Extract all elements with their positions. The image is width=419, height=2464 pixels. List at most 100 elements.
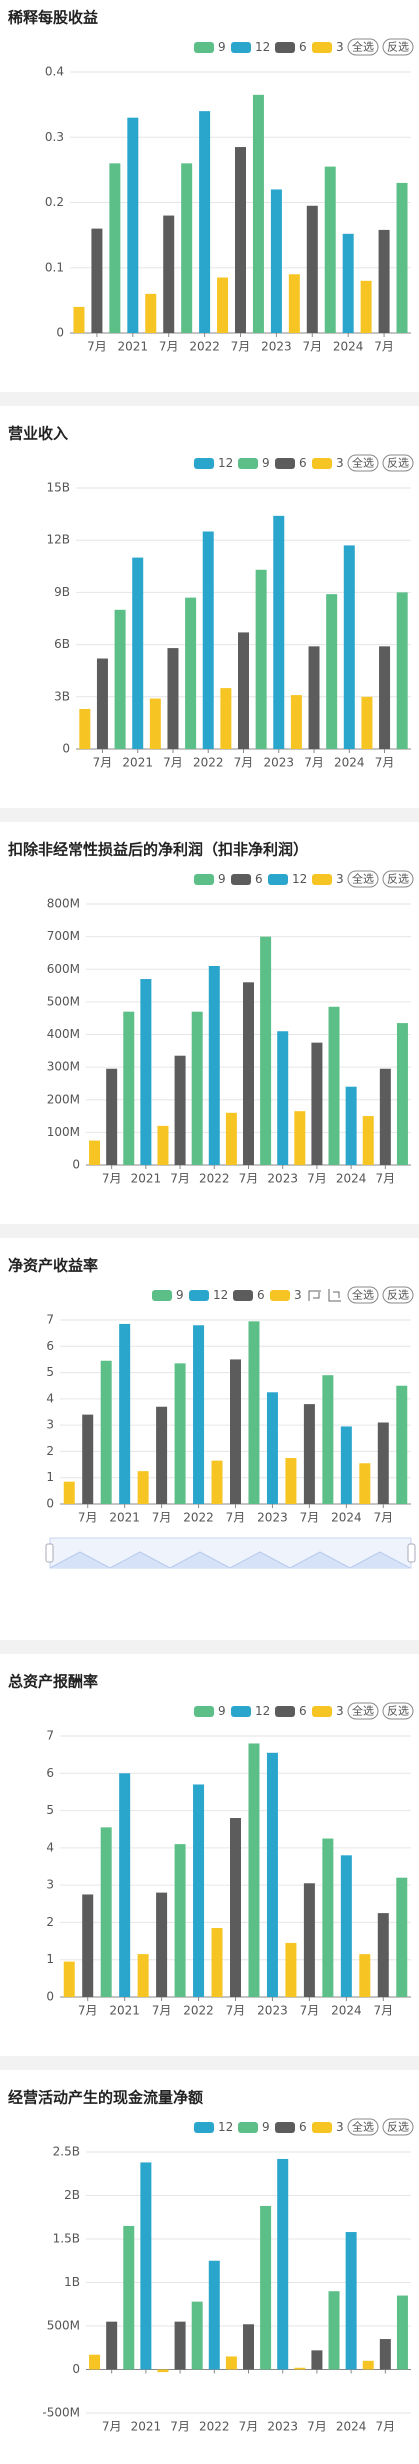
legend-label[interactable]: 3 [336,872,344,886]
bar [191,1011,203,1165]
bar [328,2291,340,2370]
legend-button[interactable] [382,1286,414,1304]
x-tick-label: 2024 [333,340,364,354]
legend-button-label[interactable]: 全选 [352,456,374,470]
y-tick-label: 7 [46,1729,54,1743]
legend-swatch[interactable] [231,42,251,53]
legend-label[interactable]: 6 [299,40,307,54]
bar [137,1471,149,1504]
legend-button-label[interactable]: 反选 [387,1705,409,1718]
legend-label[interactable]: 9 [262,456,270,470]
x-tick-label: 2024 [331,1511,362,1525]
bar [342,233,354,333]
legend-swatch[interactable] [194,1706,214,1717]
y-tick-label: 500M [47,994,80,1008]
legend-swatch[interactable] [194,42,214,53]
legend-swatch[interactable] [231,874,251,885]
legend-swatch[interactable] [189,1290,209,1301]
legend-swatch[interactable] [312,2122,332,2133]
legend-button-label[interactable]: 全选 [352,2120,374,2134]
legend-button[interactable] [382,38,414,56]
legend-button[interactable] [382,454,414,472]
legend-button-label[interactable]: 反选 [387,457,409,470]
legend-label[interactable]: 9 [262,2120,270,2134]
legend-swatch[interactable] [238,2122,258,2133]
legend-label[interactable]: 9 [218,1704,226,1718]
legend-label[interactable]: 9 [218,872,226,886]
legend-button[interactable] [382,870,414,888]
y-tick-label: 12B [46,533,70,547]
legend-swatch[interactable] [312,1706,332,1717]
legend-button[interactable] [347,2118,379,2136]
legend-label[interactable]: 3 [294,1288,302,1302]
legend-swatch[interactable] [194,2122,214,2133]
legend-label[interactable]: 9 [218,40,226,54]
legend-swatch[interactable] [312,42,332,53]
legend-button-label[interactable]: 全选 [352,1288,374,1302]
legend-swatch[interactable] [275,42,295,53]
legend-swatch[interactable] [231,1706,251,1717]
legend-swatch[interactable] [194,874,214,885]
legend-button[interactable] [382,1702,414,1720]
zoom-handle[interactable] [45,1543,54,1563]
legend-swatch[interactable] [194,458,214,469]
y-tick-label: 6B [54,637,70,651]
legend-label[interactable]: 12 [218,456,233,470]
legend-label[interactable]: 12 [292,872,307,886]
zoom-handle[interactable] [407,1543,416,1563]
legend-label[interactable]: 3 [336,456,344,470]
y-tick-label: 200M [47,1092,80,1106]
bar [343,545,355,749]
legend-label[interactable]: 3 [336,40,344,54]
legend-button[interactable] [347,1286,379,1304]
zoom-slider[interactable] [49,1537,412,1569]
legend-label[interactable]: 12 [213,1288,228,1302]
chart-title: 营业收入 [8,425,68,443]
legend-button-label[interactable]: 反选 [387,2121,409,2134]
legend-button[interactable] [347,454,379,472]
legend-swatch[interactable] [152,1290,172,1301]
toolbox-icon[interactable] [308,1290,321,1301]
legend-button-label[interactable]: 全选 [352,40,374,54]
bar [191,2301,203,2370]
legend-swatch[interactable] [312,874,332,885]
toolbox-icon[interactable] [328,1289,341,1302]
legend-label[interactable]: 6 [299,2120,307,2134]
legend-button-label[interactable]: 全选 [352,1704,374,1718]
legend-swatch[interactable] [268,874,288,885]
bar [324,166,336,333]
legend-label[interactable]: 9 [176,1288,184,1302]
bar [106,2321,118,2370]
bar [360,280,372,333]
legend-swatch[interactable] [275,2122,295,2133]
legend-swatch[interactable] [275,458,295,469]
legend-label[interactable]: 12 [218,2120,233,2134]
legend-button-label[interactable]: 反选 [387,1289,409,1302]
legend-swatch[interactable] [275,1706,295,1717]
legend-button-label[interactable]: 反选 [387,41,409,54]
legend-swatch[interactable] [270,1290,290,1301]
bar [217,277,229,333]
x-tick-label: 7月 [93,756,113,770]
x-tick-label: 7月 [226,1511,246,1525]
legend-label[interactable]: 6 [299,456,307,470]
legend-button[interactable] [347,1702,379,1720]
bar [260,2205,272,2370]
x-tick-label: 7月 [152,2004,172,2018]
legend-label[interactable]: 6 [255,872,263,886]
legend-button[interactable] [382,2118,414,2136]
legend-label[interactable]: 6 [299,1704,307,1718]
legend-label[interactable]: 12 [255,1704,270,1718]
legend-swatch[interactable] [312,458,332,469]
legend-label[interactable]: 3 [336,2120,344,2134]
legend-button[interactable] [347,870,379,888]
bar [63,1961,75,1997]
legend-button-label[interactable]: 反选 [387,873,409,886]
legend-button[interactable] [347,38,379,56]
legend-label[interactable]: 3 [336,1704,344,1718]
legend-button-label[interactable]: 全选 [352,872,374,886]
legend-swatch[interactable] [233,1290,253,1301]
legend-label[interactable]: 6 [257,1288,265,1302]
legend-label[interactable]: 12 [255,40,270,54]
legend-swatch[interactable] [238,458,258,469]
